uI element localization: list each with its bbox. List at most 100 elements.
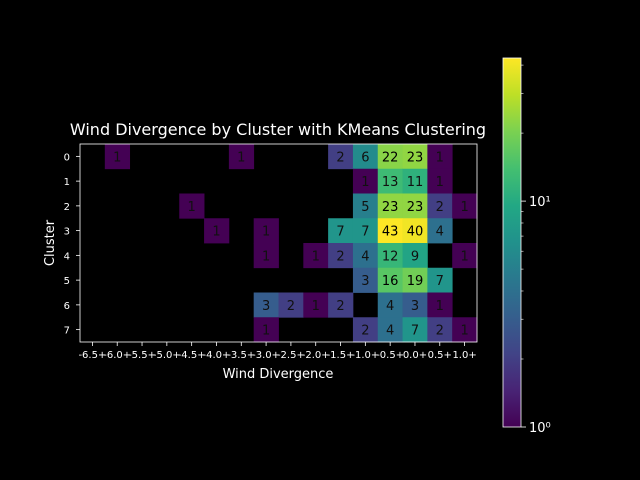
cell-value-label: 7 bbox=[411, 324, 419, 339]
cell-value-label: 1 bbox=[312, 249, 320, 264]
cell-value-label: 1 bbox=[113, 150, 121, 165]
heatmap-cell bbox=[427, 292, 453, 318]
heatmap-cell bbox=[228, 144, 255, 170]
colorbar: 10⁰ 10¹ bbox=[502, 57, 551, 436]
heatmap-cell bbox=[253, 292, 279, 318]
cell-value-label: 11 bbox=[407, 175, 424, 190]
heatmap-cell bbox=[328, 144, 354, 170]
x-tick-label: -0.5+ bbox=[376, 350, 404, 361]
x-tick-label: -1.0+ bbox=[351, 350, 379, 361]
chart-title: Wind Divergence by Cluster with KMeans C… bbox=[70, 120, 486, 139]
cell-value-label: 7 bbox=[436, 274, 444, 289]
x-tick-label: -3.5+ bbox=[227, 350, 255, 361]
cell-value-label: 1 bbox=[262, 324, 270, 339]
heatmap-cell bbox=[253, 243, 279, 269]
cell-value-label: 16 bbox=[382, 274, 399, 289]
x-tick-label: -4.0+ bbox=[203, 350, 231, 361]
heatmap-cell bbox=[452, 193, 478, 219]
y-tick-label: 5 bbox=[64, 276, 70, 287]
cell-value-label: 1 bbox=[436, 299, 444, 314]
cell-value-label: 3 bbox=[411, 299, 419, 314]
cell-value-label: 2 bbox=[287, 299, 295, 314]
cell-value-label: 3 bbox=[262, 299, 270, 314]
x-tick-label: -5.0+ bbox=[153, 350, 181, 361]
cell-value-label: 2 bbox=[336, 299, 344, 314]
colorbar-ticks: 10⁰ 10¹ bbox=[521, 64, 551, 436]
cell-value-label: 6 bbox=[361, 150, 369, 165]
cell-value-label: 4 bbox=[436, 225, 444, 240]
heatmap-cell bbox=[253, 317, 279, 343]
cell-value-label: 2 bbox=[436, 324, 444, 339]
heatmap-cell bbox=[352, 243, 379, 269]
cell-value-label: 7 bbox=[361, 225, 369, 240]
heatmap-cell bbox=[352, 218, 379, 244]
heatmap-cell bbox=[452, 317, 478, 343]
heatmap-cell bbox=[352, 267, 379, 293]
heatmap-cell bbox=[179, 193, 205, 219]
heatmap-cell bbox=[427, 267, 453, 293]
cell-value-label: 5 bbox=[361, 200, 369, 215]
cell-value-label: 23 bbox=[407, 150, 424, 165]
cell-value-label: 1 bbox=[460, 200, 468, 215]
cell-value-label: 1 bbox=[436, 150, 444, 165]
cell-value-label: 7 bbox=[336, 225, 344, 240]
heatmap-cell bbox=[427, 317, 453, 343]
heatmap-cells: 1 1 2 6 22 23 11 13 11 11 5 23 23 2 11 1 7 7 43 40 41 1 2 4 12 9 1… bbox=[104, 144, 478, 343]
y-tick-label: 1 bbox=[64, 177, 70, 188]
y-axis-ticks: 0 1 2 3 4 5 6 7 bbox=[64, 152, 80, 337]
heatmap-cell bbox=[278, 292, 304, 318]
heatmap-cell bbox=[253, 218, 279, 244]
cell-value-label: 2 bbox=[336, 249, 344, 264]
heatmap-cell bbox=[328, 218, 354, 244]
cell-value-label: 1 bbox=[460, 324, 468, 339]
y-axis-label: Cluster bbox=[43, 219, 58, 266]
heatmap-cell bbox=[328, 243, 354, 269]
cell-value-label: 1 bbox=[212, 225, 220, 240]
heatmap-cell bbox=[427, 218, 453, 244]
cell-value-label: 2 bbox=[436, 200, 444, 215]
heatmap-cell bbox=[328, 292, 354, 318]
colorbar-tick-label: 10¹ bbox=[529, 195, 551, 210]
y-tick-label: 0 bbox=[64, 152, 70, 163]
heatmap-cell bbox=[377, 317, 403, 343]
heatmap-cell bbox=[402, 218, 428, 244]
heatmap-cell bbox=[352, 144, 379, 170]
heatmap-cell bbox=[377, 243, 403, 269]
heatmap-cell bbox=[427, 193, 453, 219]
heatmap-cell bbox=[402, 317, 428, 343]
heatmap-cell bbox=[402, 243, 428, 269]
plot-frame bbox=[79, 143, 478, 343]
cell-value-label: 1 bbox=[188, 200, 196, 215]
cell-value-label: 4 bbox=[386, 299, 394, 314]
heatmap-cell bbox=[377, 218, 403, 244]
heatmap-cell bbox=[427, 168, 453, 194]
x-tick-label: -2.5+ bbox=[277, 350, 305, 361]
heatmap-cell bbox=[377, 144, 403, 170]
x-tick-label: -3.0+ bbox=[252, 350, 280, 361]
cell-value-label: 1 bbox=[262, 225, 270, 240]
heatmap-cell bbox=[377, 267, 403, 293]
cell-value-label: 22 bbox=[382, 150, 399, 165]
heatmap-cell bbox=[303, 243, 329, 269]
colorbar-gradient bbox=[503, 58, 521, 427]
x-tick-label: 1.0+ bbox=[452, 350, 476, 361]
cell-value-label: 19 bbox=[407, 274, 424, 289]
heatmap-cell bbox=[352, 193, 379, 219]
cell-value-label: 12 bbox=[382, 249, 399, 264]
x-tick-label: 0.5+ bbox=[428, 350, 452, 361]
cell-value-label: 1 bbox=[460, 249, 468, 264]
cell-value-label: 23 bbox=[407, 200, 424, 215]
heatmap-cell bbox=[402, 267, 428, 293]
heatmap-cell bbox=[377, 292, 403, 318]
cell-value-label: 1 bbox=[237, 150, 245, 165]
cell-value-label: 2 bbox=[336, 150, 344, 165]
x-tick-label: -4.5+ bbox=[178, 350, 206, 361]
cell-value-label: 1 bbox=[262, 249, 270, 264]
x-axis-label: Wind Divergence bbox=[223, 367, 334, 382]
heatmap-cell bbox=[377, 168, 403, 194]
heatmap-cell bbox=[377, 193, 403, 219]
cell-value-label: 4 bbox=[386, 324, 394, 339]
colorbar-tick-label: 10⁰ bbox=[529, 421, 551, 436]
x-tick-label: -1.5+ bbox=[327, 350, 355, 361]
